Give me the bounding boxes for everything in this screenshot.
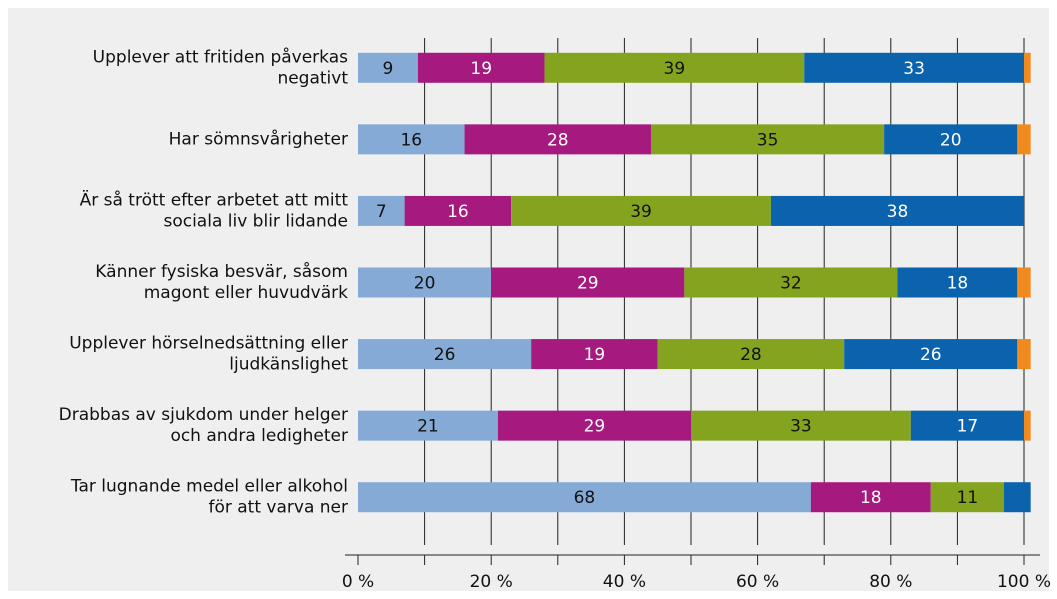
bar-segment [358,52,418,83]
bar-segment [804,52,1024,83]
value-label: 21 [417,417,439,437]
value-label: 39 [630,202,652,222]
value-label: 68 [574,488,596,508]
bar-segment [770,195,1024,226]
bar-segment [358,339,532,370]
bar-segment [1004,482,1031,513]
value-label: 28 [740,345,762,365]
bar-segment [657,339,845,370]
bar-segment [844,339,1018,370]
value-label: 9 [383,59,394,79]
value-label: 39 [664,59,686,79]
bar-segment [544,52,805,83]
bar-segment [910,410,1024,441]
category-label: magont eller huvudvärk [144,283,348,303]
value-label: 20 [414,274,436,294]
x-tick-label: 80 % [869,572,912,592]
category-label: sociala liv blir lidande [163,211,348,231]
category-label: Har sömnsvårigheter [169,128,348,149]
value-label: 26 [920,345,942,365]
value-label: 11 [957,488,979,508]
bar-segment [417,52,545,83]
bar-segment [511,195,771,226]
value-label: 33 [903,59,925,79]
value-label: 18 [947,274,969,294]
category-label: Upplever hörselnedsättning eller [69,334,348,354]
bar-segment [1017,339,1031,370]
value-label: 16 [447,202,469,222]
bar-segment [464,124,652,155]
value-label: 33 [790,417,812,437]
value-label: 19 [470,59,492,79]
x-tick-label: 0 % [342,572,374,592]
bar-segment [691,410,911,441]
bar-segment [1024,52,1031,83]
category-label: negativt [277,68,348,88]
value-label: 29 [584,417,606,437]
bar-segment [358,410,498,441]
value-label: 17 [957,417,979,437]
category-label: Är så trött efter arbetet att mitt [80,189,349,210]
bar-segment [358,124,465,155]
bar-segment [1024,410,1031,441]
bar-segment [358,267,492,298]
bar-segment [531,339,658,370]
bar-segment [684,267,898,298]
x-tick-label: 40 % [603,572,646,592]
bar-segment [497,410,691,441]
x-tick-label: 20 % [470,572,513,592]
bar-segment [1017,267,1031,298]
value-label: 16 [400,130,422,150]
bar-segment [897,267,1018,298]
bar-segment [1017,124,1031,155]
value-label: 20 [940,130,962,150]
bar-segment [491,267,685,298]
bar-segment [404,195,512,226]
category-label: för att varva ner [208,498,348,518]
bar-segment [930,482,1005,513]
category-label: Upplever att fritiden påverkas [93,46,348,67]
category-label: Tar lugnande medel eller alkohol [70,477,348,497]
bar-segment [358,195,405,226]
value-label: 35 [757,130,779,150]
value-label: 32 [780,274,802,294]
category-label: Känner fysiska besvär, såsom [95,261,348,282]
category-label: ljudkänslighet [229,355,348,375]
value-label: 18 [860,488,882,508]
value-label: 26 [434,345,456,365]
value-label: 29 [577,274,599,294]
bar-segment [884,124,1018,155]
x-tick-label: 100 % [997,572,1051,592]
x-tick-label: 60 % [736,572,779,592]
category-label: Drabbas av sjukdom under helger [59,405,348,425]
value-label: 38 [887,202,909,222]
bar-segment [810,482,931,513]
bar-segment [651,124,885,155]
value-label: 7 [376,202,387,222]
value-label: 28 [547,130,569,150]
bar-segment [358,482,811,513]
category-label: och andra ledigheter [170,426,348,446]
value-label: 19 [584,345,606,365]
